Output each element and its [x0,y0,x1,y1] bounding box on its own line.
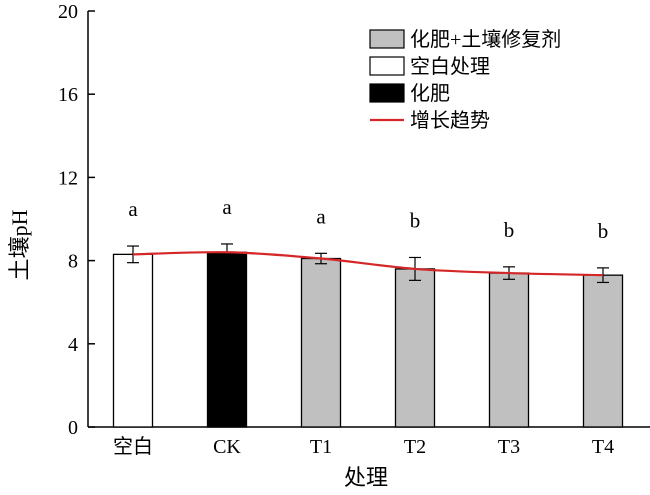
y-tick-label: 20 [58,1,78,23]
trend-line [132,251,604,277]
significance-label-2: a [222,195,232,219]
significance-label-5: b [504,218,515,242]
significance-label-6: b [598,219,609,243]
x-tick-label-5: T3 [498,436,520,458]
x-tick-label-2: CK [213,436,241,458]
significance-label-1: a [128,197,138,221]
bar-4 [394,268,436,428]
legend-label-blank: 空白处理 [410,55,490,78]
bar-6 [582,274,624,428]
y-tick-label: 16 [58,84,78,106]
bar-1 [112,253,154,428]
y-tick-labels: 0 4 8 12 16 20 [58,1,78,439]
y-tick-label: 4 [68,334,78,356]
x-tick-label-4: T2 [404,436,426,458]
y-tick-label: 12 [58,167,78,189]
bar-5 [488,272,530,428]
legend-label-amendment: 化肥+土壤修复剂 [410,28,561,51]
bar-2 [206,251,248,428]
legend-swatch-fertilizer [369,83,405,103]
significance-label-3: a [316,204,326,228]
bars [112,251,624,428]
significance-label-4: b [410,208,421,232]
x-tick-label-3: T1 [310,436,332,458]
x-axis-title: 处理 [344,465,388,490]
x-tick-label-1: 空白 [113,435,153,458]
y-tick-label: 0 [68,417,78,439]
legend-label-fertilizer: 化肥 [410,82,450,105]
x-tick-label-6: T4 [592,436,614,458]
legend-swatch-blank [369,56,405,76]
y-tick-label: 8 [68,251,78,273]
legend-swatch-amendment [369,29,405,49]
axes [87,10,650,428]
x-tick-labels: 空白 CK T1 T2 T3 T4 [113,435,614,458]
y-axis-title: 土壤pH [7,209,32,280]
significance-labels: a a a b b b [128,195,608,243]
bar-3 [300,257,342,428]
legend-label-trend: 增长趋势 [410,109,490,132]
